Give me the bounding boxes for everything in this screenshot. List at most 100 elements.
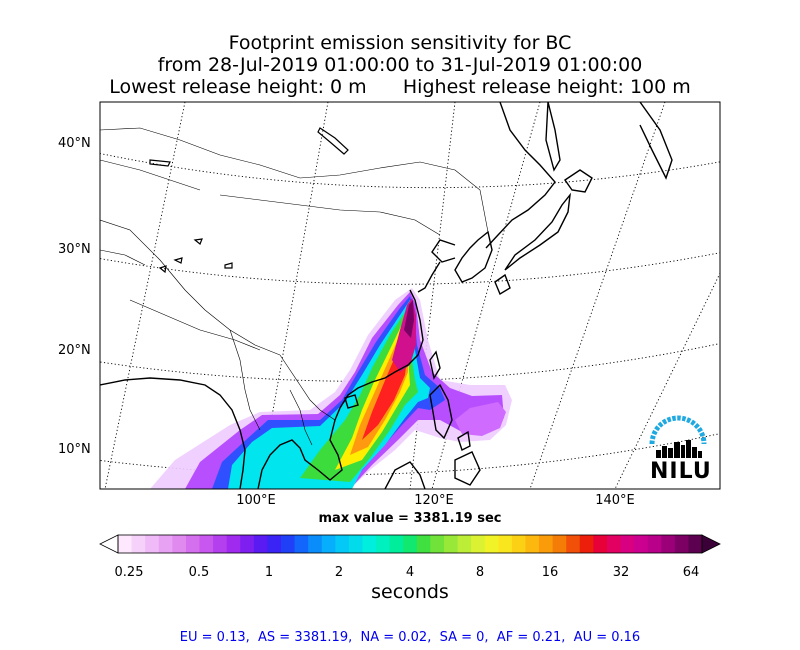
colorbar-cell <box>620 535 635 553</box>
colorbar-cell <box>389 535 404 553</box>
colorbar-cell <box>471 535 486 553</box>
map-frame <box>99 101 721 490</box>
lon-label-140e: 140°E <box>595 493 635 508</box>
colorbar-cell <box>688 535 703 553</box>
plume-green <box>300 305 418 482</box>
lon-label-100e: 100°E <box>236 493 276 508</box>
colorbar-cell <box>158 535 173 553</box>
nilu-logo <box>649 415 707 458</box>
colorbar-cell <box>362 535 377 553</box>
cb-tick-6: 16 <box>541 565 559 580</box>
colorbar-under-triangle <box>99 534 119 554</box>
kamchatka <box>639 102 673 180</box>
colorbar-cell <box>661 535 676 553</box>
colorbar-cell <box>226 535 241 553</box>
border-china-west <box>100 219 281 356</box>
colorbar-cell <box>118 535 132 553</box>
lat-label-20n: 20°N <box>58 343 91 358</box>
colorbar-cell <box>172 535 187 553</box>
colorbar-cell <box>294 535 309 553</box>
colorbar-cells <box>118 535 703 553</box>
colorbar-cell <box>525 535 540 553</box>
colorbar-cell <box>566 535 581 553</box>
border-indochina <box>279 354 336 421</box>
colorbar-cell <box>593 535 608 553</box>
hainan <box>344 394 359 409</box>
lake-balkhash <box>149 159 171 167</box>
colorbar-cell <box>634 535 649 553</box>
cb-tick-4: 4 <box>405 565 415 580</box>
colorbar-cell <box>213 535 228 553</box>
cb-tick-8: 64 <box>682 565 700 580</box>
colorbar-cell <box>376 535 391 553</box>
lon-label-120e: 120°E <box>414 493 454 508</box>
meridian-90e <box>104 102 186 489</box>
colorbar-cell <box>199 535 214 553</box>
lat-label-40n: 40°N <box>58 136 91 151</box>
borneo-north <box>384 461 426 489</box>
parallel-40n <box>100 152 720 189</box>
parallel-30n <box>100 252 720 285</box>
yellow-sea <box>417 261 441 293</box>
plume-dark <box>404 300 414 338</box>
border-kazakh <box>100 159 201 191</box>
russia-coast <box>485 102 556 249</box>
border-russia-mongolia <box>100 127 489 233</box>
samar <box>457 430 471 451</box>
plume <box>150 288 512 489</box>
colorbar-cell <box>443 535 458 553</box>
plume-east-lobe <box>455 402 506 436</box>
colorbar-cell <box>267 535 282 553</box>
map-content <box>100 102 720 489</box>
kyushu <box>494 273 511 296</box>
colorbar-cell <box>131 535 146 553</box>
lat-label-10n: 10°N <box>58 442 91 457</box>
japan-honshu <box>504 192 571 271</box>
colorbar-cell <box>335 535 350 553</box>
colorbar-cell <box>403 535 418 553</box>
japan-hokkaido <box>564 169 593 193</box>
colorbar-cell <box>484 535 499 553</box>
lat-label-30n: 30°N <box>58 242 91 257</box>
border-mongolia-china <box>219 194 441 236</box>
colorbar-cell <box>145 535 160 553</box>
cb-tick-2: 1 <box>264 565 274 580</box>
colorbar-cell <box>606 535 621 553</box>
nilu-logo-text: NILU <box>650 459 712 484</box>
bay-of-bengal-coast <box>100 377 246 489</box>
cb-tick-0: 0.25 <box>114 565 144 580</box>
border-laos <box>289 389 313 446</box>
luzon <box>429 383 453 440</box>
colorbar-cell <box>416 535 431 553</box>
colorbar-over-triangle <box>701 534 721 554</box>
mindanao <box>454 451 481 486</box>
taiwan <box>429 350 441 380</box>
title-line-2: from 28-Jul-2019 01:00:00 to 31-Jul-2019… <box>157 54 643 76</box>
gulf-bohai <box>431 239 456 263</box>
lake-tibet-3 <box>193 238 203 245</box>
colorbar-cell <box>253 535 268 553</box>
colorbar-cell <box>579 535 594 553</box>
logo-arc <box>649 415 707 445</box>
lake-baikal <box>317 127 349 155</box>
colorbar-cell <box>498 535 513 553</box>
plume-yellow <box>335 310 410 470</box>
korea-coast <box>454 230 493 283</box>
border-himalaya <box>129 299 261 351</box>
colorbar-cell <box>430 535 445 553</box>
cb-tick-7: 32 <box>612 565 630 580</box>
colorbar-cell <box>308 535 323 553</box>
border-myanmar <box>229 329 261 431</box>
lakes <box>149 127 349 274</box>
colorbar-cell <box>552 535 567 553</box>
meridian-100e <box>258 102 329 489</box>
colorbar-cell <box>511 535 526 553</box>
lake-qinghai <box>224 262 233 269</box>
cb-tick-1: 0.5 <box>188 565 210 580</box>
colorbar-cell <box>321 535 336 553</box>
indochina-coast <box>257 419 343 489</box>
title-line-1: Footprint emission sensitivity for BC <box>228 32 572 54</box>
title-line-3: Lowest release height: 0 m Highest relea… <box>109 76 691 98</box>
